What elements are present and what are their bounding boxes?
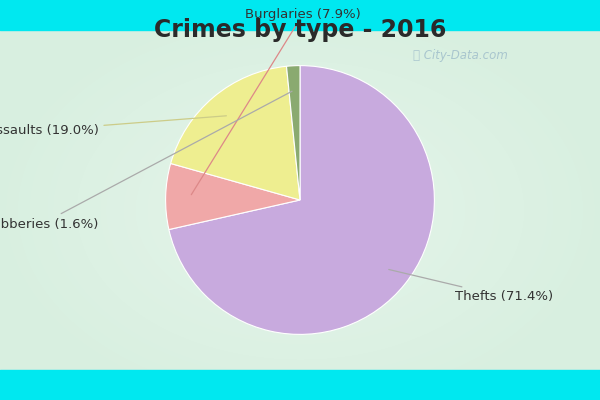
Text: Robberies (1.6%): Robberies (1.6%): [0, 91, 292, 231]
Text: ⓘ City-Data.com: ⓘ City-Data.com: [413, 50, 508, 62]
Text: Assaults (19.0%): Assaults (19.0%): [0, 116, 226, 137]
Wedge shape: [169, 66, 434, 334]
Text: Crimes by type - 2016: Crimes by type - 2016: [154, 18, 446, 42]
Wedge shape: [286, 66, 300, 200]
Wedge shape: [166, 164, 300, 230]
Text: Burglaries (7.9%): Burglaries (7.9%): [191, 8, 361, 195]
Wedge shape: [170, 66, 300, 200]
Text: Thefts (71.4%): Thefts (71.4%): [389, 270, 553, 303]
